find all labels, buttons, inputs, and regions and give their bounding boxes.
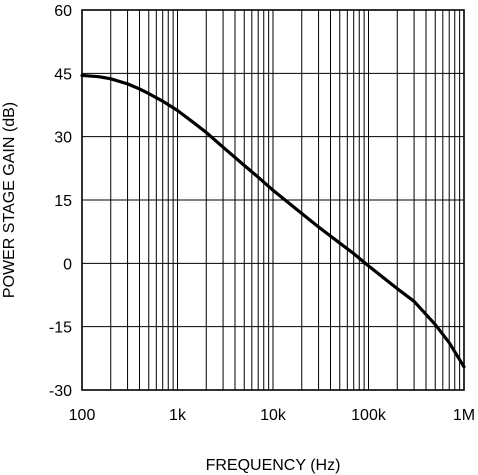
x-axis-title: FREQUENCY (Hz) (206, 457, 341, 474)
y-tick-label: -15 (49, 320, 72, 337)
series-layer (80, 73, 466, 369)
y-axis-title: POWER STAGE GAIN (dB) (1, 102, 18, 298)
y-tick-label: 45 (54, 66, 72, 83)
x-tick-labels: 100 1k 10k 100k 1M (69, 407, 475, 424)
x-tick-label: 100k (351, 407, 387, 424)
x-tick-label: 1M (453, 407, 475, 424)
x-tick-label: 1k (169, 407, 187, 424)
grid (82, 10, 464, 390)
y-tick-label: 15 (54, 193, 72, 210)
x-tick-label: 100 (69, 407, 96, 424)
y-tick-label: -30 (49, 383, 72, 400)
plot-frame (81, 9, 465, 391)
y-tick-label: 30 (54, 130, 72, 147)
y-tick-label: 0 (63, 256, 72, 273)
gain-curve (80, 73, 466, 369)
y-tick-label: 60 (54, 3, 72, 20)
y-tick-labels: 60 45 30 15 0 -15 -30 (49, 3, 72, 400)
x-tick-label: 10k (260, 407, 287, 424)
